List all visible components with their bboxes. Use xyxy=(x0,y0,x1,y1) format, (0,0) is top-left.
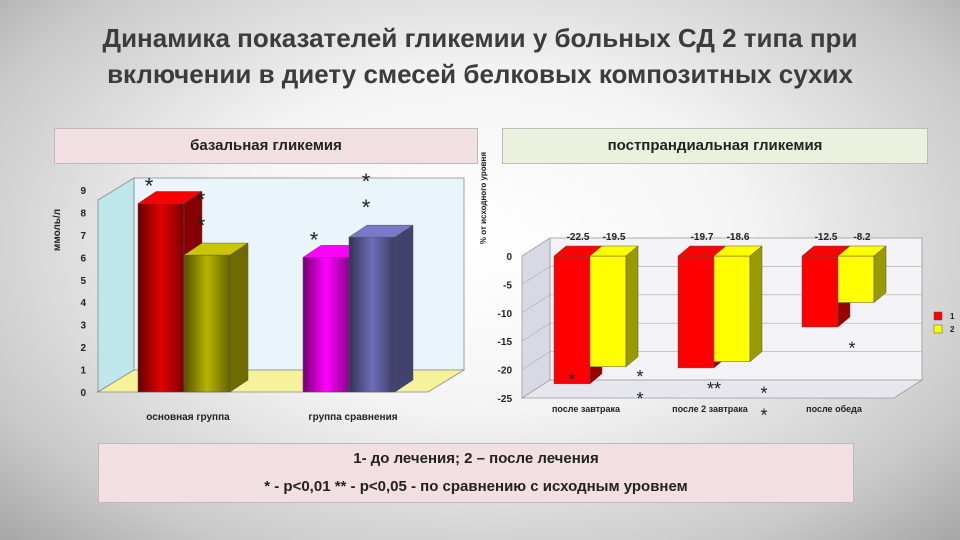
basal-ytick-label: 3 xyxy=(80,321,86,332)
postprandial-data-label: -19.5 xyxy=(603,232,626,243)
postprandial-side-wall xyxy=(521,237,551,399)
basal-bar xyxy=(348,224,414,393)
basal-ytick-label: 1 xyxy=(80,366,86,377)
postprandial-ytick-label: -10 xyxy=(498,309,513,320)
notes-line-1: 1- до лечения; 2 – после лечения xyxy=(353,450,599,467)
postprandial-category-label: после завтрака xyxy=(552,404,621,414)
legend-label: 1 xyxy=(950,312,955,321)
postprandial-data-label: -8.2 xyxy=(853,232,871,243)
basal-ytick-label: 7 xyxy=(80,231,86,242)
postprandial-significance-marker: * xyxy=(760,384,767,404)
basal-ytick-label: 9 xyxy=(80,186,86,197)
basal-significance-marker: * xyxy=(362,195,371,220)
basal-ytick-label: 4 xyxy=(80,298,86,309)
postprandial-ylabel: % от исходного уровня xyxy=(479,152,488,244)
postprandial-data-label: -18.6 xyxy=(727,232,750,243)
basal-category-label: основная группа xyxy=(146,412,230,423)
postprandial-gridline xyxy=(521,237,551,257)
postprandial-ytick-label: -15 xyxy=(498,337,513,348)
basal-bar xyxy=(183,242,249,393)
title-line-2: включении в диету смесей белковых композ… xyxy=(107,59,853,89)
basal-ytick-label: 8 xyxy=(80,208,86,219)
basal-ytick-label: 5 xyxy=(80,276,86,287)
title-line-1: Динамика показателей гликемии у больных … xyxy=(102,23,858,53)
postprandial-data-label: -22.5 xyxy=(567,232,590,243)
basal-ytick-label: 2 xyxy=(80,343,86,354)
legend-swatch xyxy=(933,324,943,334)
postprandial-significance-marker: * xyxy=(636,389,643,409)
basal-significance-marker: * xyxy=(145,173,154,198)
postprandial-data-label: -12.5 xyxy=(815,232,838,243)
postprandial-significance-marker: * xyxy=(636,367,643,387)
notes-line-2: * - р<0,01 ** - р<0,05 - по сравнению с … xyxy=(264,478,688,495)
legend-label: 2 xyxy=(950,325,955,334)
postprandial-gridline xyxy=(521,294,551,314)
basal-significance-marker: * xyxy=(310,227,319,252)
postprandial-significance-marker: * xyxy=(568,370,575,390)
basal-ylabel: ммоль/л xyxy=(52,209,63,251)
postprandial-bar xyxy=(713,245,763,363)
basal-significance-marker: * xyxy=(362,169,371,194)
postprandial-ytick-label: -20 xyxy=(498,366,513,377)
basal-chart-title: базальная гликемия xyxy=(54,128,478,164)
basal-category-label: группа сравнения xyxy=(308,412,397,423)
slide-title: Динамика показателей гликемии у больных … xyxy=(40,20,920,92)
basal-ytick-label: 0 xyxy=(80,388,86,399)
postprandial-data-label: -19.7 xyxy=(691,232,714,243)
basal-side-wall xyxy=(97,177,135,393)
basal-ytick-label: 6 xyxy=(80,253,86,264)
postprandial-significance-marker: * xyxy=(760,406,767,426)
postprandial-ytick-label: 0 xyxy=(506,252,512,263)
basal-significance-marker: * xyxy=(197,213,206,238)
postprandial-gridline xyxy=(521,322,551,342)
postprandial-ytick-label: -25 xyxy=(498,394,513,405)
postprandial-gridline xyxy=(521,379,551,399)
legend-swatch xyxy=(933,311,943,321)
postprandial-category-label: после обеда xyxy=(806,404,863,414)
postprandial-ytick-label: -5 xyxy=(503,280,512,291)
basal-significance-marker: * xyxy=(197,187,206,212)
notes-box: 1- до лечения; 2 – после лечения * - р<0… xyxy=(98,443,854,503)
postprandial-significance-marker: ** xyxy=(707,379,721,399)
postprandial-gridline xyxy=(521,266,551,285)
postprandial-category-label: после 2 завтрака xyxy=(672,404,749,414)
postprandial-chart-title: постпрандиальная гликемия xyxy=(502,128,928,164)
postprandial-bar xyxy=(589,245,639,368)
postprandial-significance-marker: * xyxy=(848,339,855,359)
postprandial-gridline xyxy=(521,351,551,370)
postprandial-bar xyxy=(837,245,887,304)
